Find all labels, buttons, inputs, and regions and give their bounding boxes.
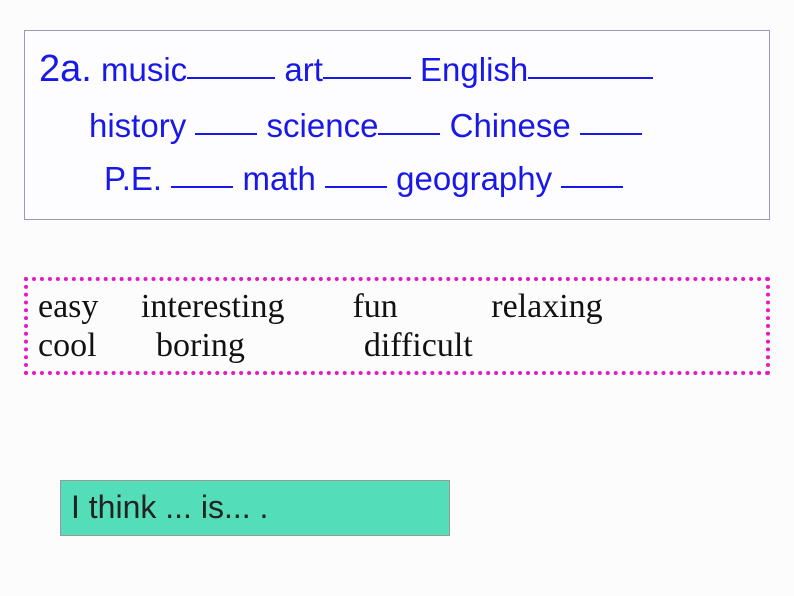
blank	[528, 49, 653, 79]
word-difficult: difficult	[364, 327, 473, 364]
sentence-pattern-text: I think ... is... .	[71, 489, 268, 525]
word-relaxing: relaxing	[491, 288, 602, 325]
subject-music: music	[101, 51, 187, 88]
subjects-line-1: 2a. music art English	[39, 39, 755, 100]
exercise-label: 2a.	[39, 48, 92, 90]
words-row-2: cool boring difficult	[38, 326, 756, 365]
subjects-line-3: P.E. math geography	[104, 153, 755, 206]
blank	[378, 105, 440, 135]
subjects-box: 2a. music art English history science Ch…	[24, 30, 770, 220]
subject-history: history	[89, 107, 186, 144]
subject-art: art	[284, 51, 323, 88]
blank	[195, 105, 257, 135]
word-fun: fun	[352, 288, 397, 325]
subjects-line-2: history science Chinese	[89, 100, 755, 153]
subject-math: math	[242, 160, 315, 197]
sentence-pattern-box: I think ... is... .	[60, 480, 450, 536]
words-row-1: easy interesting fun relaxing	[38, 287, 756, 326]
subject-english: English	[420, 51, 528, 88]
word-boring: boring	[156, 327, 245, 364]
subject-chinese: Chinese	[450, 107, 571, 144]
word-interesting: interesting	[141, 288, 285, 325]
subject-pe: P.E.	[104, 160, 162, 197]
blank	[187, 49, 275, 79]
blank	[580, 105, 642, 135]
blank	[561, 158, 623, 188]
word-cool: cool	[38, 327, 97, 364]
subject-geography: geography	[396, 160, 552, 197]
blank	[325, 158, 387, 188]
word-easy: easy	[38, 288, 98, 325]
blank	[171, 158, 233, 188]
subject-science: science	[267, 107, 379, 144]
blank	[323, 49, 411, 79]
words-box: easy interesting fun relaxing cool borin…	[24, 277, 770, 375]
